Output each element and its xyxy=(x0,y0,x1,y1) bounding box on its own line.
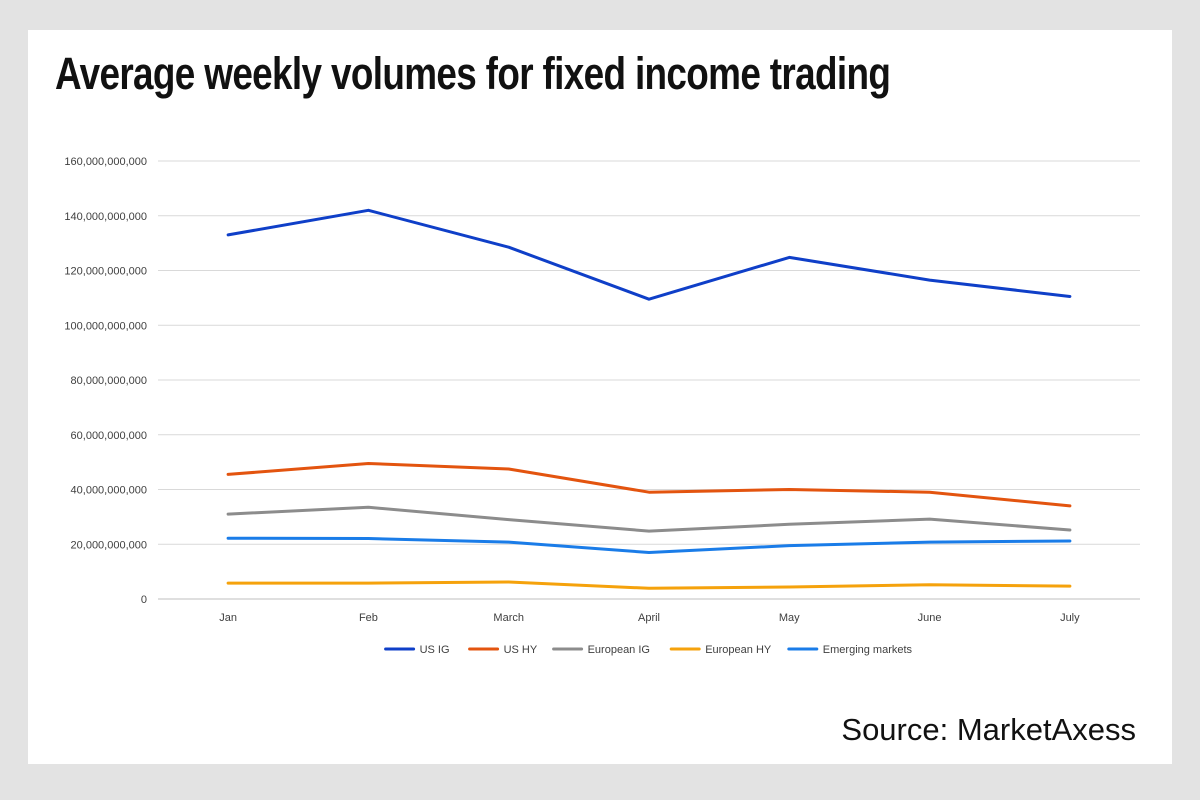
chart-card xyxy=(28,30,1172,764)
y-tick-label: 40,000,000,000 xyxy=(71,485,147,497)
series-line-european-ig xyxy=(226,505,1072,533)
legend-item: US HY xyxy=(468,644,538,656)
legend-item: European HY xyxy=(669,644,772,656)
y-tick-label: 100,000,000,000 xyxy=(64,320,147,332)
x-tick-label: July xyxy=(1060,612,1080,624)
legend-item: US IG xyxy=(384,644,450,656)
y-axis-ticks: 0 20,000,000,000 40,000,000,000 60,000,000,… xyxy=(64,156,147,606)
series-line-us-ig xyxy=(226,208,1072,301)
x-tick-label: April xyxy=(638,612,660,624)
chart-title: Average weekly volumes for fixed income … xyxy=(55,48,891,99)
x-tick-label: June xyxy=(918,612,942,624)
gridlines xyxy=(158,160,1140,600)
y-tick-label: 120,000,000,000 xyxy=(64,266,147,278)
y-tick-label: 20,000,000,000 xyxy=(71,539,147,551)
source-note: Source: MarketAxess xyxy=(841,712,1136,747)
legend-label: European IG xyxy=(588,644,650,656)
legend-label: European HY xyxy=(705,644,772,656)
series-lines xyxy=(226,208,1072,590)
x-tick-label: May xyxy=(779,612,800,624)
legend-label: US HY xyxy=(504,644,538,656)
y-tick-label: 0 xyxy=(141,594,147,606)
series-line-us-hy xyxy=(226,462,1072,508)
y-tick-label: 140,000,000,000 xyxy=(64,211,147,223)
y-tick-label: 160,000,000,000 xyxy=(64,156,147,168)
legend-label: US IG xyxy=(420,644,450,656)
legend-item: Emerging markets xyxy=(787,644,913,656)
series-line-emerging-markets xyxy=(226,536,1072,554)
series-line-european-hy xyxy=(226,580,1072,590)
x-tick-label: Feb xyxy=(359,612,378,624)
legend-item: European IG xyxy=(552,644,650,656)
x-tick-label: Jan xyxy=(219,612,237,624)
legend-label: Emerging markets xyxy=(823,644,913,656)
x-axis-ticks: Jan Feb March April May June July xyxy=(219,612,1080,624)
y-tick-label: 80,000,000,000 xyxy=(71,375,147,387)
x-tick-label: March xyxy=(493,612,524,624)
legend: US IG US HY European IG European HY Emerging… xyxy=(384,644,913,656)
y-tick-label: 60,000,000,000 xyxy=(71,430,147,442)
